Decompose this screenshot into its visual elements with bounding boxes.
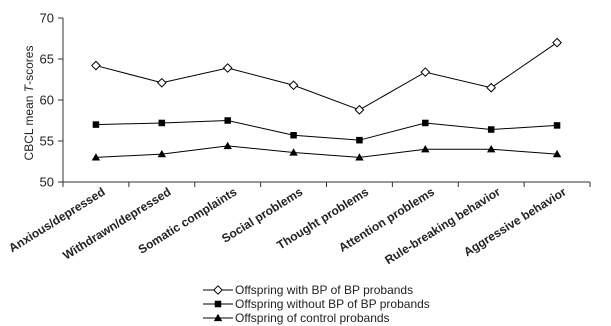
series-3-point — [552, 149, 562, 158]
series-1-point — [222, 63, 233, 73]
x-tick-labels: Anxious/depressedWithdrawn/depressedSoma… — [6, 184, 569, 267]
series-3-point — [421, 145, 430, 153]
legend-item: Offspring with BP of BP probands — [203, 283, 413, 297]
series-1-point — [91, 60, 101, 71]
series-3-line — [95, 145, 558, 158]
y-axis-label-italic: T — [22, 83, 36, 92]
y-tick-label: 50 — [40, 175, 54, 190]
series-1-point — [420, 67, 431, 78]
legend-label: Offspring of control probands — [235, 311, 390, 325]
series-2 — [92, 117, 561, 144]
legend-item: Offspring without BP of BP probands — [203, 297, 430, 311]
series-1-point — [288, 80, 299, 91]
series-2-point — [158, 119, 166, 127]
series-3-point — [91, 153, 101, 161]
x-tick-label: Withdrawn/depressed — [60, 185, 173, 263]
legend-label: Offspring without BP of BP probands — [235, 297, 430, 311]
legend: Offspring with BP of BP probandsOffsprin… — [203, 283, 430, 325]
legend-marker — [213, 313, 223, 322]
series-1-line — [95, 42, 558, 111]
series-1-point — [486, 82, 497, 93]
series-1-point — [156, 77, 167, 88]
series-2-point — [422, 119, 429, 127]
y-axis-label-prefix: CBCL mean — [22, 92, 36, 160]
series-1-point — [552, 37, 562, 48]
series-2-point — [92, 121, 100, 128]
series-2-point — [487, 126, 495, 133]
legend-marker — [214, 300, 222, 308]
series-layer — [91, 37, 562, 161]
series-1 — [91, 37, 562, 115]
legend-label: Offspring with BP of BP probands — [235, 283, 413, 297]
series-3-point — [486, 145, 496, 153]
y-tick-label: 70 — [40, 11, 54, 26]
y-axis-label: CBCL mean T-scores — [22, 46, 36, 161]
series-3-point — [223, 141, 232, 150]
y-tick-label: 60 — [40, 93, 54, 108]
series-2-line — [95, 119, 558, 141]
x-tick-label: Rule-breaking behavior — [382, 185, 503, 268]
y-axis-label-suffix: -scores — [22, 46, 36, 85]
y-tick-label: 65 — [40, 52, 54, 67]
series-3-point — [157, 149, 167, 158]
series-2-point — [224, 117, 231, 124]
series-2-point — [356, 136, 363, 144]
series-3 — [91, 141, 562, 161]
legend-item: Offspring of control probands — [203, 311, 390, 325]
series-2-point — [290, 132, 297, 139]
series-3-point — [355, 153, 364, 161]
series-3-point — [289, 148, 298, 156]
legend-marker — [213, 285, 223, 295]
series-2-point — [553, 122, 561, 129]
series-1-point — [354, 104, 365, 115]
y-tick-label: 55 — [40, 134, 54, 149]
axes: 50 55 60 65 70 — [40, 11, 591, 190]
